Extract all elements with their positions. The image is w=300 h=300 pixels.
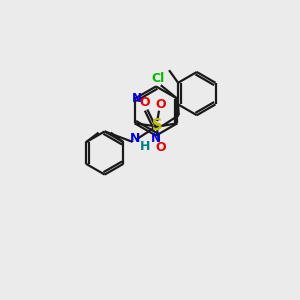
Text: O: O bbox=[155, 141, 166, 154]
Text: N: N bbox=[132, 92, 142, 105]
Text: S: S bbox=[152, 118, 162, 133]
Text: O: O bbox=[155, 98, 166, 111]
Text: O: O bbox=[140, 96, 150, 110]
Text: N: N bbox=[130, 132, 140, 145]
Text: Cl: Cl bbox=[151, 72, 164, 85]
Text: H: H bbox=[140, 140, 150, 153]
Text: N: N bbox=[151, 131, 161, 145]
